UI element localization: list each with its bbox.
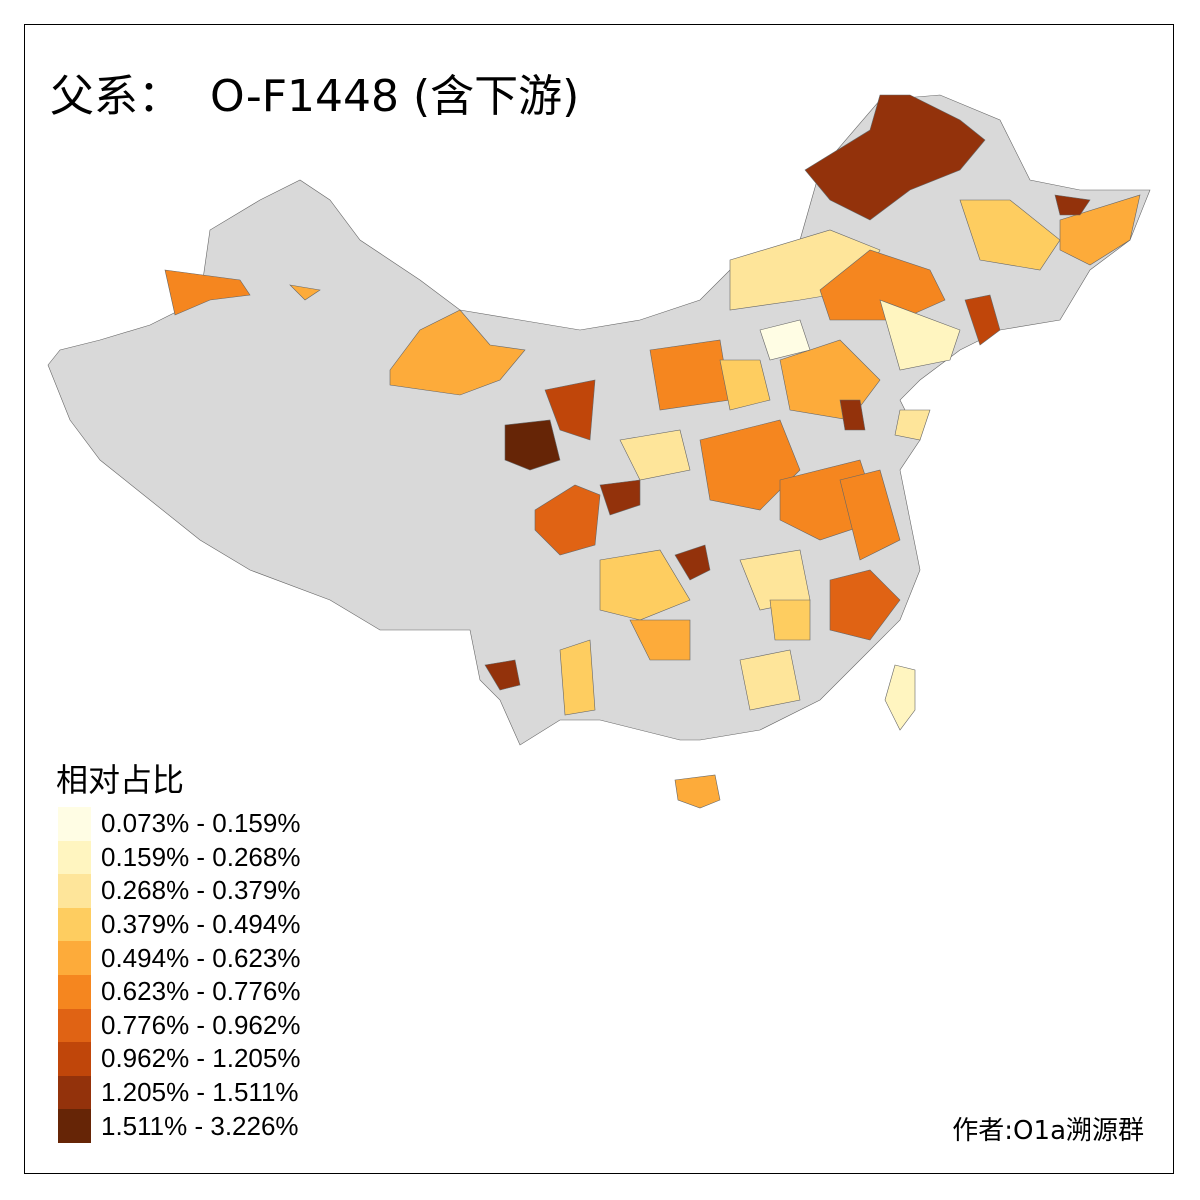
region-prefecture bbox=[894, 409, 931, 441]
legend-item: 0.494% - 0.623% bbox=[58, 941, 300, 975]
legend-swatch bbox=[58, 1042, 91, 1076]
region-prefecture bbox=[599, 479, 641, 516]
region-prefecture bbox=[839, 469, 901, 561]
legend: 0.073% - 0.159% 0.159% - 0.268% 0.268% - 0… bbox=[58, 807, 300, 1143]
region-prefecture bbox=[164, 269, 251, 316]
legend-swatch bbox=[58, 941, 91, 975]
legend-swatch bbox=[58, 907, 91, 942]
region-prefecture bbox=[829, 569, 901, 641]
legend-label: 0.379% - 0.494% bbox=[101, 909, 301, 940]
region-prefecture bbox=[629, 619, 691, 661]
region-taiwan bbox=[884, 664, 916, 731]
legend-title: 相对占比 bbox=[56, 761, 185, 799]
region-prefecture bbox=[879, 299, 961, 371]
region-prefecture bbox=[959, 199, 1061, 271]
region-prefecture bbox=[559, 639, 596, 716]
legend-item: 0.159% - 0.268% bbox=[58, 840, 301, 875]
region-prefecture bbox=[599, 549, 691, 621]
region-prefecture bbox=[964, 294, 1001, 346]
legend-swatch bbox=[58, 1075, 91, 1110]
legend-label: 0.962% - 1.205% bbox=[101, 1043, 301, 1074]
region-prefecture bbox=[1054, 194, 1091, 216]
legend-label: 0.494% - 0.623% bbox=[101, 942, 301, 973]
legend-swatch bbox=[58, 807, 91, 841]
legend-label: 0.776% - 0.962% bbox=[101, 1009, 301, 1040]
legend-label: 1.205% - 1.511% bbox=[101, 1077, 299, 1108]
legend-label: 0.623% - 0.776% bbox=[101, 976, 301, 1007]
legend-swatch bbox=[58, 1109, 91, 1143]
region-prefecture bbox=[759, 319, 811, 361]
author-credit: 作者:O1a溯源群 bbox=[952, 1116, 1144, 1146]
legend-swatch bbox=[58, 1008, 91, 1043]
region-prefecture bbox=[819, 249, 946, 321]
legend-swatch bbox=[58, 974, 91, 1009]
region-prefecture bbox=[769, 599, 811, 641]
region-prefecture bbox=[839, 399, 866, 431]
legend-label: 1.511% - 3.226% bbox=[101, 1110, 299, 1141]
legend-label: 0.159% - 0.268% bbox=[101, 841, 301, 872]
region-prefecture bbox=[674, 544, 711, 581]
legend-item: 0.623% - 0.776% bbox=[58, 974, 301, 1009]
legend-item: 0.776% - 0.962% bbox=[58, 1008, 301, 1043]
map-title: 父系： O-F1448 (含下游) bbox=[50, 71, 580, 122]
region-prefecture bbox=[739, 649, 801, 711]
region-prefecture bbox=[389, 309, 526, 396]
region-prefecture bbox=[504, 419, 561, 471]
region-prefecture bbox=[289, 284, 321, 301]
region-prefecture bbox=[804, 94, 986, 221]
region-prefecture bbox=[544, 379, 596, 441]
region-prefecture bbox=[619, 429, 691, 481]
region-prefecture bbox=[534, 484, 601, 556]
legend-item: 0.962% - 1.205% bbox=[58, 1042, 300, 1076]
region-prefecture bbox=[1059, 194, 1141, 266]
legend-label: 0.073% - 0.159% bbox=[101, 808, 301, 839]
legend-item: 0.073% - 0.159% bbox=[58, 807, 300, 841]
region-hainan bbox=[674, 774, 721, 809]
region-prefecture bbox=[484, 659, 521, 691]
legend-item: 1.205% - 1.511% bbox=[58, 1075, 300, 1110]
legend-item: 1.511% - 3.226% bbox=[58, 1109, 300, 1143]
legend-item: 0.268% - 0.379% bbox=[58, 874, 300, 908]
region-prefecture bbox=[719, 359, 771, 411]
figure-border bbox=[24, 24, 1174, 1174]
legend-swatch bbox=[58, 874, 91, 908]
legend-item: 0.379% - 0.494% bbox=[58, 907, 301, 942]
legend-swatch bbox=[58, 840, 91, 875]
legend-label: 0.268% - 0.379% bbox=[101, 875, 301, 906]
